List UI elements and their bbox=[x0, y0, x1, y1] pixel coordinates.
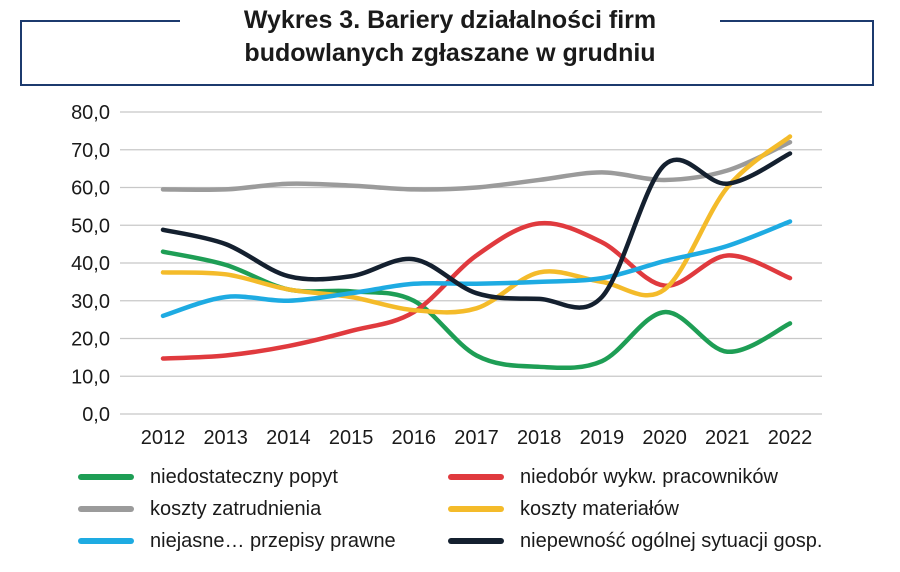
series-line-4 bbox=[160, 134, 793, 315]
legend-label: koszty materiałów bbox=[520, 497, 679, 520]
legend-label: niepewność ogólnej sytuacji gosp. bbox=[520, 529, 823, 552]
legend-swatch bbox=[448, 474, 504, 480]
series-line-5 bbox=[160, 219, 793, 319]
legend-swatch bbox=[78, 538, 134, 544]
legend-label: niedobór wykw. pracowników bbox=[520, 465, 778, 488]
y-tick-label: 50,0 bbox=[71, 215, 110, 237]
legend-item: niedostateczny popyt bbox=[78, 462, 338, 492]
legend-label: koszty zatrudnienia bbox=[150, 497, 322, 520]
legend-item: niepewność ogólnej sytuacji gosp. bbox=[448, 526, 822, 556]
series-line-3 bbox=[160, 139, 793, 193]
x-tick-label: 2016 bbox=[392, 427, 437, 449]
x-tick-label: 2013 bbox=[203, 427, 248, 449]
y-tick-label: 30,0 bbox=[71, 291, 110, 313]
chart-title: Wykres 3. Bariery działalności firm budo… bbox=[180, 4, 720, 70]
x-tick-label: 2018 bbox=[517, 427, 562, 449]
legend-item: koszty zatrudnienia bbox=[78, 494, 321, 524]
title-rule-left bbox=[20, 20, 195, 22]
line-chart: 0,0 10,0 20,0 30,0 40,0 50,0 60,0 70,0 80,0 2012 2… bbox=[71, 102, 822, 449]
legend-item: niedobór wykw. pracowników bbox=[448, 462, 778, 492]
legend-label: niejasne… przepisy prawne bbox=[150, 529, 396, 552]
legend-swatch bbox=[78, 506, 134, 512]
y-tick-label: 20,0 bbox=[71, 329, 110, 351]
chart-title-line2: budowlanych zgłaszane w grudniu bbox=[244, 39, 656, 67]
title-rule-right bbox=[690, 20, 874, 22]
y-tick-label: 70,0 bbox=[71, 140, 110, 162]
x-tick-label: 2012 bbox=[141, 427, 186, 449]
y-tick-label: 80,0 bbox=[71, 102, 110, 124]
x-tick-label: 2019 bbox=[580, 427, 625, 449]
series-line-6 bbox=[160, 151, 793, 310]
x-tick-label: 2022 bbox=[768, 427, 813, 449]
legend-item: koszty materiałów bbox=[448, 494, 679, 524]
legend-swatch bbox=[448, 538, 504, 544]
legend-label: niedostateczny popyt bbox=[150, 465, 338, 488]
y-tick-label: 10,0 bbox=[71, 366, 110, 388]
y-tick-label: 0,0 bbox=[82, 404, 110, 426]
y-tick-label: 40,0 bbox=[71, 253, 110, 275]
x-tick-label: 2015 bbox=[329, 427, 374, 449]
title-frame bbox=[20, 20, 874, 86]
legend-swatch bbox=[448, 506, 504, 512]
x-tick-label: 2014 bbox=[266, 427, 311, 449]
x-tick-label: 2017 bbox=[454, 427, 499, 449]
y-tick-label: 60,0 bbox=[71, 178, 110, 200]
legend-swatch bbox=[78, 474, 134, 480]
series-line-2 bbox=[160, 220, 793, 361]
chart-title-line1: Wykres 3. Bariery działalności firm bbox=[243, 6, 657, 34]
legend-item: niejasne… przepisy prawne bbox=[78, 526, 396, 556]
x-tick-label: 2021 bbox=[705, 427, 750, 449]
x-tick-label: 2020 bbox=[642, 427, 687, 449]
